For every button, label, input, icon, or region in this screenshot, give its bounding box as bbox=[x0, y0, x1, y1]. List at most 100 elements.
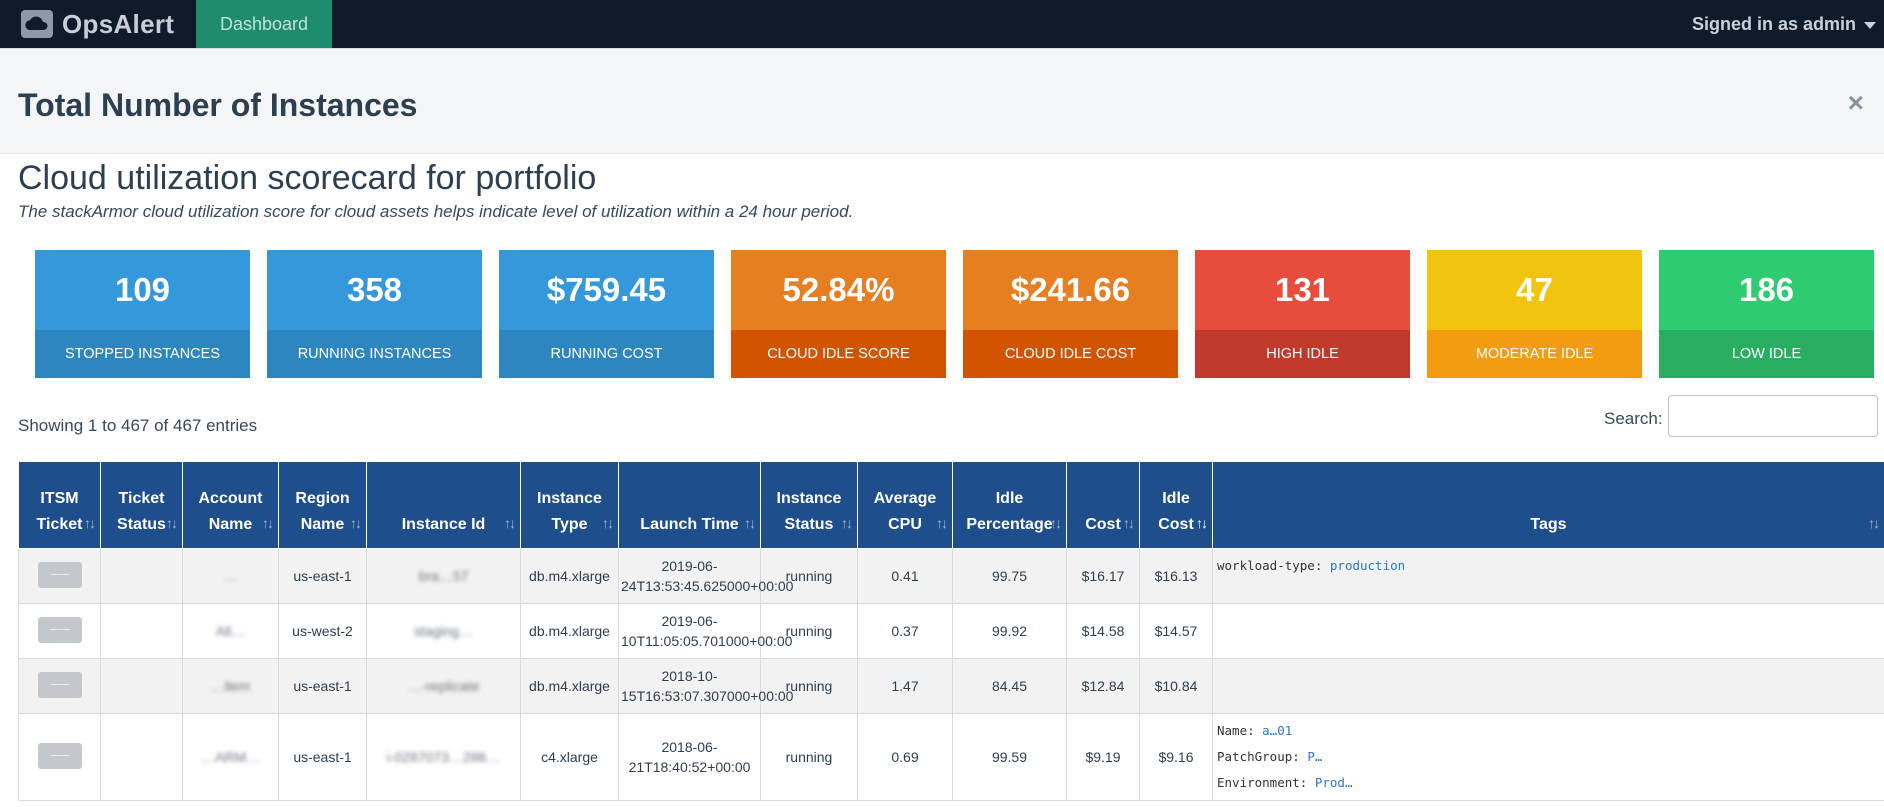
cpu-text: 0.69 bbox=[891, 749, 918, 765]
itsm-ticket-cell bbox=[19, 714, 101, 801]
sort-arrows-icon[interactable]: ↑↓ bbox=[841, 510, 851, 536]
column-header-line: Ticket bbox=[105, 486, 178, 512]
card-label: STOPPED INSTANCES bbox=[35, 330, 250, 378]
card-value: 186 bbox=[1659, 250, 1874, 330]
create-ticket-button[interactable] bbox=[38, 617, 82, 643]
sort-arrows-icon[interactable]: ↑↓ bbox=[1050, 510, 1060, 536]
sort-arrows-icon[interactable]: ↑↓ bbox=[602, 510, 612, 536]
column-header-line: Instance bbox=[525, 486, 614, 512]
sort-arrows-icon[interactable]: ↑↓ bbox=[504, 510, 514, 536]
column-header-line: Account bbox=[187, 486, 274, 512]
launch-time-cell: 2019-06-24T13:53:45.625000+00:00 bbox=[619, 549, 761, 604]
create-ticket-button[interactable] bbox=[38, 562, 82, 588]
instance-id-text: bra…57 bbox=[419, 568, 469, 584]
region-cell: us-east-1 bbox=[279, 659, 367, 714]
tag-value[interactable]: Prod… bbox=[1315, 775, 1353, 790]
create-ticket-button[interactable] bbox=[38, 672, 82, 698]
sort-arrows-icon[interactable]: ↑↓ bbox=[350, 510, 360, 536]
region-cell: us-west-2 bbox=[279, 604, 367, 659]
idle-cost-text: $14.57 bbox=[1155, 623, 1198, 639]
tags-cell: workload-type: production bbox=[1213, 549, 1884, 604]
launch-time-text: 10T11:05:05.701000+00:00 bbox=[621, 631, 758, 651]
close-button[interactable]: × bbox=[1848, 87, 1864, 119]
caret-down-icon[interactable] bbox=[1864, 22, 1876, 29]
instance-id-cell: …-replicate bbox=[367, 659, 521, 714]
column-header[interactable]: Tags↑↓ bbox=[1213, 462, 1884, 549]
cost-text: $16.17 bbox=[1082, 568, 1125, 584]
sort-arrows-icon[interactable]: ↑↓ bbox=[166, 510, 176, 536]
sort-arrows-icon[interactable]: ↑↓ bbox=[262, 510, 272, 536]
column-header-line: Name bbox=[187, 512, 274, 538]
tag-value[interactable]: a…01 bbox=[1262, 723, 1292, 738]
status-text: running bbox=[786, 749, 833, 765]
tags-cell bbox=[1213, 604, 1884, 659]
idle-text: 99.92 bbox=[992, 623, 1027, 639]
sort-arrows-icon[interactable]: ↑↓ bbox=[744, 510, 754, 536]
status-cell: running bbox=[761, 604, 858, 659]
idle-cell: 99.75 bbox=[953, 549, 1067, 604]
instances-modal: Total Number of Instances × Cloud utiliz… bbox=[0, 48, 1884, 759]
itsm-ticket-cell bbox=[19, 604, 101, 659]
tag-value[interactable]: production bbox=[1330, 558, 1405, 573]
create-ticket-button[interactable] bbox=[38, 743, 82, 769]
column-header[interactable]: Instance Id↑↓ bbox=[367, 462, 521, 549]
tag-value[interactable]: P… bbox=[1307, 749, 1322, 764]
card-value: 47 bbox=[1427, 250, 1642, 330]
top-navbar: OpsAlert Dashboard Signed in as admin bbox=[0, 0, 1884, 48]
sort-arrows-icon[interactable]: ↑↓ bbox=[1196, 510, 1206, 536]
column-header[interactable]: Cost↑↓ bbox=[1067, 462, 1140, 549]
instance-id-text: …-replicate bbox=[408, 678, 480, 694]
summary-card[interactable]: 52.84%CLOUD IDLE SCORE bbox=[731, 250, 946, 378]
tab-dashboard[interactable]: Dashboard bbox=[196, 0, 332, 48]
cpu-cell: 0.69 bbox=[858, 714, 953, 801]
cost-cell: $14.58 bbox=[1067, 604, 1140, 659]
column-header-line bbox=[623, 486, 756, 512]
tag-entry: PatchGroup: P… bbox=[1217, 744, 1880, 770]
sort-arrows-icon[interactable]: ↑↓ bbox=[1123, 510, 1133, 536]
sort-arrows-icon[interactable]: ↑↓ bbox=[84, 510, 94, 536]
idle-cost-cell: $16.13 bbox=[1140, 549, 1213, 604]
cost-text: $9.19 bbox=[1085, 749, 1120, 765]
sort-arrows-icon[interactable]: ↑↓ bbox=[1868, 510, 1878, 536]
region-text: us-east-1 bbox=[293, 678, 351, 694]
card-value: $241.66 bbox=[963, 250, 1178, 330]
card-label: CLOUD IDLE SCORE bbox=[731, 330, 946, 378]
signed-in-user[interactable]: Signed in as admin bbox=[1692, 14, 1856, 35]
card-value: 52.84% bbox=[731, 250, 946, 330]
idle-text: 99.59 bbox=[992, 749, 1027, 765]
search-label: Search: bbox=[1604, 409, 1663, 429]
tag-entry: Name: a…01 bbox=[1217, 718, 1880, 744]
sort-arrows-icon[interactable]: ↑↓ bbox=[936, 510, 946, 536]
brand[interactable]: OpsAlert bbox=[20, 8, 174, 40]
account-name-cell: … bbox=[183, 549, 279, 604]
launch-time-text: 15T16:53:07.307000+00:00 bbox=[621, 686, 758, 706]
search-input[interactable] bbox=[1668, 395, 1878, 437]
modal-header: Total Number of Instances × bbox=[0, 49, 1884, 154]
account-name-text: All… bbox=[216, 623, 246, 639]
column-header-line: Average bbox=[862, 486, 948, 512]
tags-cell bbox=[1213, 659, 1884, 714]
column-header[interactable]: Launch Time↑↓ bbox=[619, 462, 761, 549]
